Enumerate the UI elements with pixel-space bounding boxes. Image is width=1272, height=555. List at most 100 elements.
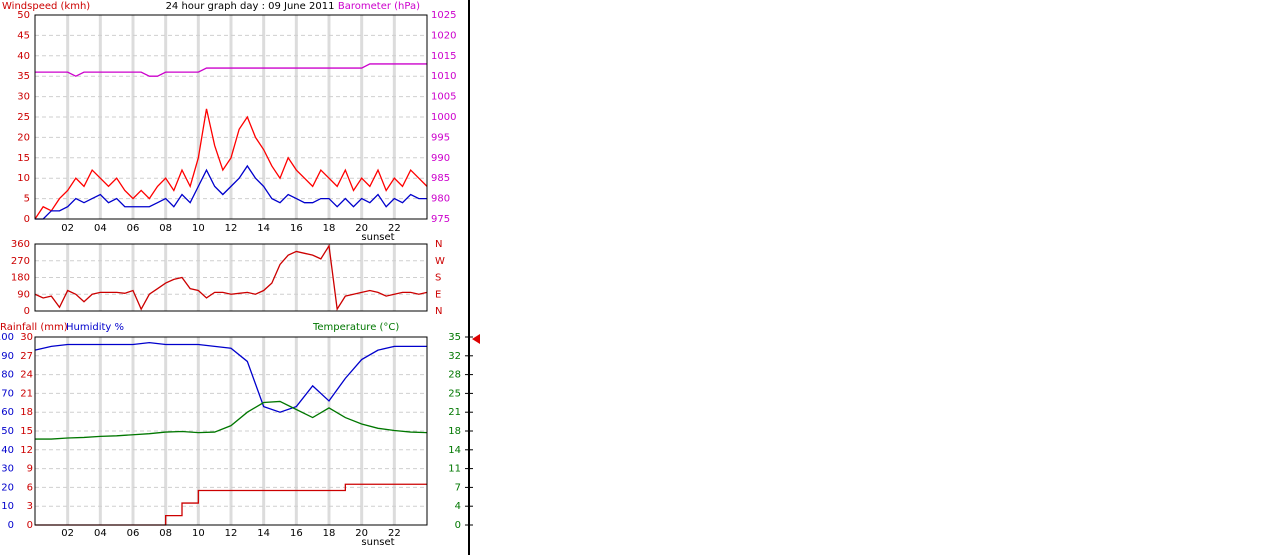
y3-tick-label: 15 xyxy=(20,426,33,437)
y-tick-label: 15 xyxy=(17,153,30,164)
y3-tick-label: 3 xyxy=(27,501,33,512)
y-tick-label: 20 xyxy=(1,482,14,493)
x-tick-label: 20 xyxy=(355,223,368,234)
y-tick-label: 180 xyxy=(11,273,30,284)
y2-label: Temperature (°C) xyxy=(312,322,399,333)
y3-tick-label: 6 xyxy=(27,482,33,493)
annotation: sunset xyxy=(361,537,394,548)
x-tick-label: 08 xyxy=(159,223,172,234)
y2-tick-label: 995 xyxy=(431,132,450,143)
x-tick-label: 08 xyxy=(159,528,172,539)
y2-tick-label: 32 xyxy=(448,351,461,362)
title: 24 hour graph day : 09 June 2011 xyxy=(166,1,335,12)
y-tick-label: 50 xyxy=(1,426,14,437)
series-line xyxy=(35,164,427,220)
y2-tick-label: 11 xyxy=(448,464,461,475)
series-line xyxy=(35,400,428,440)
y2-tick-label: N xyxy=(435,306,442,317)
y2-tick-label: S xyxy=(435,273,441,284)
x-tick-label: 06 xyxy=(127,223,140,234)
y2-tick-label: 35 xyxy=(448,332,461,343)
series-line xyxy=(35,63,427,77)
y-tick-label: 45 xyxy=(17,30,30,41)
y-label: Humidity % xyxy=(66,322,124,333)
y3-tick-label: 18 xyxy=(20,407,33,418)
y2-tick-label: 975 xyxy=(431,214,450,225)
x-tick-label: 12 xyxy=(225,223,238,234)
y2-tick-label: 14 xyxy=(448,445,461,456)
x-tick-label: 22 xyxy=(388,528,401,539)
y-tick-label: 0 xyxy=(8,520,14,531)
y-tick-label: 20 xyxy=(17,132,30,143)
y-tick-label: 360 xyxy=(11,239,30,250)
x-tick-label: 06 xyxy=(127,528,140,539)
y2-tick-label: 18 xyxy=(448,426,461,437)
x-tick-label: 16 xyxy=(290,528,303,539)
y2-tick-label: 21 xyxy=(448,407,461,418)
y-tick-label: 0 xyxy=(24,306,30,317)
y-tick-label: 100 xyxy=(0,332,14,343)
x-tick-label: 14 xyxy=(257,528,270,539)
y3-tick-label: 30 xyxy=(20,332,33,343)
x-tick-label: 20 xyxy=(355,528,368,539)
y2-tick-label: 25 xyxy=(448,388,461,399)
y-tick-label: 50 xyxy=(17,10,30,21)
y3-tick-label: 21 xyxy=(20,388,33,399)
series-line xyxy=(34,341,427,413)
y2-tick-label: 1000 xyxy=(431,112,456,123)
y-tick-label: 0 xyxy=(24,214,30,225)
y2-tick-label: 1010 xyxy=(431,71,456,82)
x-tick-label: 10 xyxy=(192,528,205,539)
y2-tick-label: 985 xyxy=(431,173,450,184)
y2-tick-label: 980 xyxy=(431,194,450,205)
y2-tick-label: E xyxy=(435,289,441,300)
x-tick-label: 18 xyxy=(323,528,336,539)
y-tick-label: 60 xyxy=(1,407,14,418)
y-label: Windspeed (kmh) xyxy=(2,1,90,12)
x-tick-label: 10 xyxy=(192,223,205,234)
y-tick-label: 30 xyxy=(17,92,30,103)
x-tick-label: 22 xyxy=(388,223,401,234)
x-tick-label: 04 xyxy=(94,223,107,234)
plot-frame xyxy=(34,14,428,220)
x-tick-label: 02 xyxy=(61,223,74,234)
y3-tick-label: 27 xyxy=(20,351,33,362)
x-tick-label: 14 xyxy=(257,223,270,234)
y-tick-label: 10 xyxy=(1,501,14,512)
y2-tick-label: 7 xyxy=(455,482,461,493)
y3-tick-label: 9 xyxy=(27,464,33,475)
y-tick-label: 30 xyxy=(1,464,14,475)
y2-tick-label: 1005 xyxy=(431,92,456,103)
y2-tick-label: 4 xyxy=(455,501,461,512)
y2-tick-label: 28 xyxy=(448,370,461,381)
x-tick-label: 16 xyxy=(290,223,303,234)
y3-tick-label: 0 xyxy=(27,520,33,531)
x-tick-label: 02 xyxy=(61,528,74,539)
temperature-marker xyxy=(472,334,480,344)
series-line xyxy=(34,108,428,220)
y2-tick-label: 990 xyxy=(431,153,450,164)
y-tick-label: 25 xyxy=(17,112,30,123)
y2-tick-label: 0 xyxy=(455,520,461,531)
y-tick-label: 90 xyxy=(17,289,30,300)
series-line xyxy=(34,243,428,312)
y3-tick-label: 12 xyxy=(20,445,33,456)
y2-tick-label: 1015 xyxy=(431,51,456,62)
y-tick-label: 90 xyxy=(1,351,14,362)
y-tick-label: 70 xyxy=(1,388,14,399)
y3-label: Rainfall (mm) xyxy=(0,322,68,333)
y2-label: Barometer (hPa) xyxy=(338,1,420,12)
y-tick-label: 40 xyxy=(17,51,30,62)
y-tick-label: 40 xyxy=(1,445,14,456)
y2-tick-label: 1025 xyxy=(431,10,456,21)
y-tick-label: 10 xyxy=(17,173,30,184)
y2-tick-label: 1020 xyxy=(431,30,456,41)
y-tick-label: 5 xyxy=(24,194,30,205)
x-tick-label: 04 xyxy=(94,528,107,539)
plot-frame xyxy=(34,243,428,312)
y-tick-label: 80 xyxy=(1,370,14,381)
x-tick-label: 12 xyxy=(225,528,238,539)
y2-tick-label: W xyxy=(435,256,445,267)
